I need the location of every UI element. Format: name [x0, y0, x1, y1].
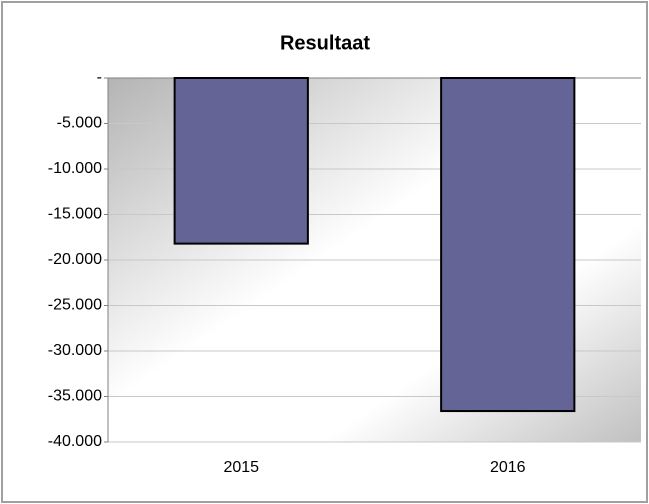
chart-title: Resultaat — [280, 32, 370, 54]
bar — [173, 77, 309, 245]
y-tick-label: -15.000 — [48, 206, 102, 223]
y-tick-label: -25.000 — [48, 297, 102, 314]
x-tick-label: 2016 — [490, 459, 526, 476]
y-tick-label: -40.000 — [48, 433, 102, 450]
y-tick-label: -5.000 — [57, 115, 102, 132]
y-tick-label: - — [97, 69, 102, 86]
y-tick-label: -20.000 — [48, 251, 102, 268]
bar — [440, 77, 576, 413]
y-tick-label: -35.000 — [48, 388, 102, 405]
x-tick-label: 2015 — [223, 459, 259, 476]
y-tick-label: -30.000 — [48, 342, 102, 359]
y-tick-label: -10.000 — [48, 160, 102, 177]
